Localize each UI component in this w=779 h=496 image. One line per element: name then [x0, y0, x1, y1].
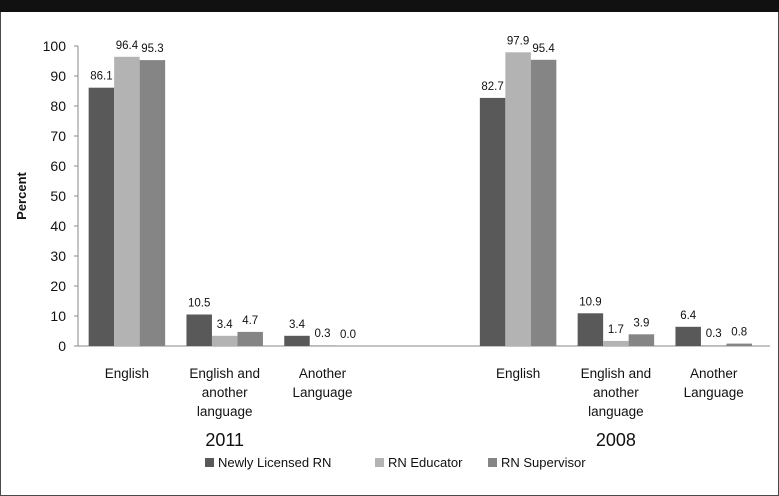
category-label: Another	[299, 366, 347, 381]
legend-label: RN Educator	[388, 455, 463, 470]
data-label: 0.8	[731, 327, 747, 339]
bar	[675, 326, 701, 346]
group-label: 2008	[596, 430, 636, 450]
category-label: English and	[581, 366, 652, 381]
bar	[628, 334, 655, 346]
y-tick-label: 80	[50, 98, 66, 114]
y-tick-label: 10	[50, 308, 66, 324]
bar	[479, 97, 506, 347]
y-tick-label: 30	[50, 248, 66, 264]
category-label: language	[588, 404, 644, 419]
data-label: 10.9	[579, 296, 601, 308]
data-label: 1.7	[608, 324, 624, 336]
data-label: 96.4	[116, 40, 139, 52]
y-tick-label: 50	[50, 188, 66, 204]
category-label: another	[202, 385, 248, 400]
y-tick-label: 100	[43, 38, 67, 54]
category-label: language	[197, 404, 253, 419]
y-tick-label: 40	[50, 218, 66, 234]
bar	[237, 331, 263, 346]
bar	[726, 343, 752, 346]
category-labels: English English and another language Another…	[105, 366, 744, 419]
data-label: 0.3	[706, 328, 722, 340]
y-tick-label: 60	[50, 158, 66, 174]
legend: Newly Licensed RN RN Educator RN Superviso…	[205, 455, 586, 470]
data-label: 3.4	[217, 319, 234, 331]
bar	[309, 345, 336, 346]
category-label: Another	[690, 366, 738, 381]
bar	[139, 60, 166, 346]
bar	[88, 87, 115, 346]
category-label: English and	[189, 366, 260, 381]
y-tick-label: 20	[50, 278, 66, 294]
y-tick-label: 70	[50, 128, 66, 144]
group-labels: 2011 2008	[205, 430, 636, 450]
category-label: another	[593, 385, 639, 400]
y-axis-title: Percent	[14, 171, 29, 219]
y-tick-label: 0	[58, 338, 66, 354]
data-label: 4.7	[242, 315, 258, 327]
bar	[700, 345, 727, 346]
legend-swatch	[205, 458, 214, 467]
data-labels: 86.1 96.4 95.3 10.5 3.4 4.7 3.4 0.3 0.0 82.7 97.99…	[90, 35, 747, 341]
legend-label: Newly Licensed RN	[218, 455, 331, 470]
data-label: 6.4	[680, 310, 697, 322]
bar	[530, 59, 557, 347]
legend-swatch	[488, 458, 497, 467]
data-label: 10.5	[188, 298, 210, 310]
bar	[505, 52, 531, 347]
legend-swatch	[375, 458, 384, 467]
data-label: 3.4	[289, 319, 306, 331]
data-label: 97.9	[507, 35, 529, 47]
bar	[114, 56, 140, 347]
data-label: 86.1	[90, 71, 112, 83]
group-label: 2011	[205, 430, 244, 450]
bar	[577, 313, 604, 346]
bars	[88, 52, 752, 347]
bar	[186, 314, 212, 346]
data-label: 82.7	[481, 81, 503, 93]
category-label: English	[105, 366, 149, 381]
top-border-bar	[0, 0, 779, 12]
data-label: 3.9	[633, 317, 649, 329]
legend-label: RN Supervisor	[501, 455, 586, 470]
data-label: 95.4	[532, 43, 555, 55]
category-label: English	[496, 366, 540, 381]
y-axis: 0 10 20 30 40 50 60 70 80 90 100	[43, 38, 770, 354]
bar	[603, 340, 629, 346]
y-tick-label: 90	[50, 68, 66, 84]
category-label: Language	[684, 385, 744, 400]
bar	[284, 335, 310, 346]
bar	[211, 335, 238, 346]
category-label: Language	[292, 385, 352, 400]
data-label: 0.0	[340, 329, 356, 341]
data-label: 0.3	[315, 328, 331, 340]
data-label: 95.3	[141, 43, 163, 55]
